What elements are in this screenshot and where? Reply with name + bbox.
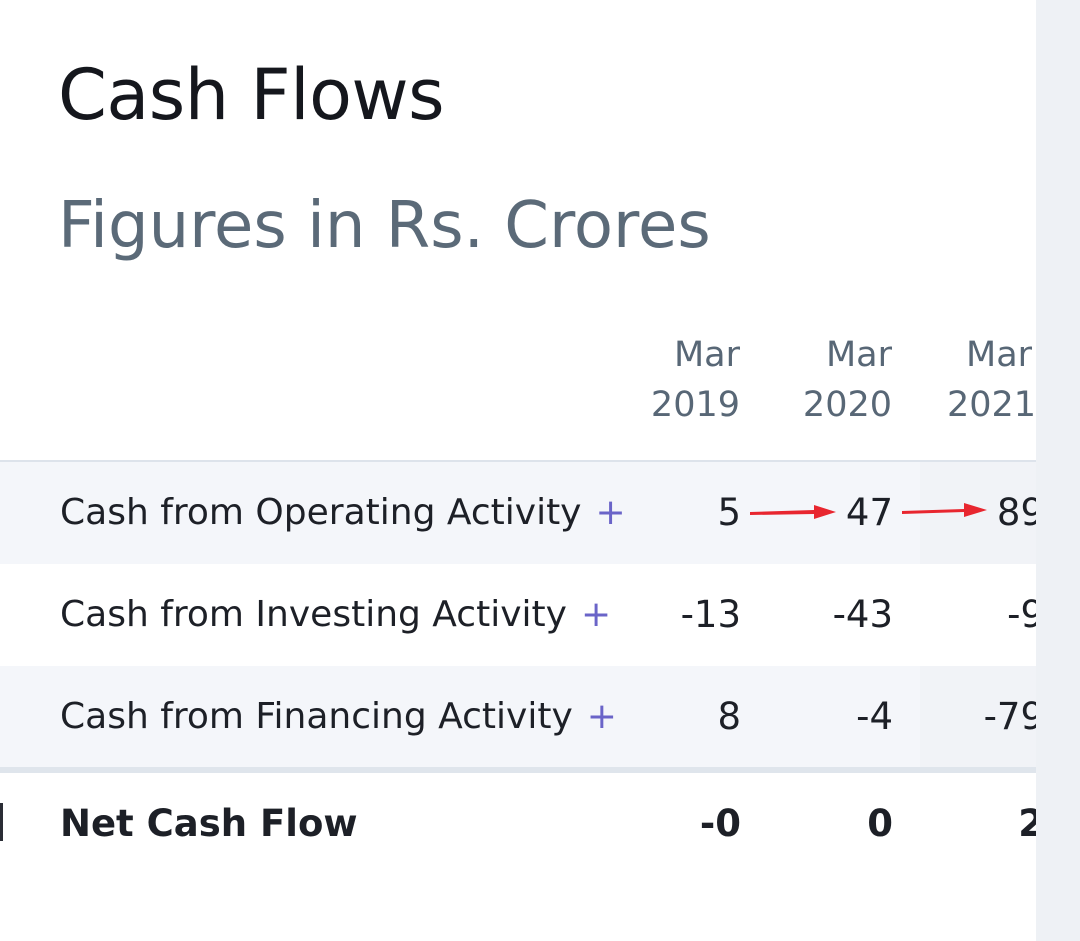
table-cell: -13 bbox=[680, 593, 741, 636]
table-cell: -43 bbox=[832, 593, 893, 636]
row-edge-marker bbox=[0, 803, 3, 841]
row-label-text: Cash from Investing Activity bbox=[60, 594, 567, 635]
row-label[interactable]: Cash from Investing Activity + bbox=[60, 564, 611, 666]
row-label[interactable]: Cash from Financing Activity + bbox=[60, 666, 617, 768]
cell-shade bbox=[920, 666, 1036, 768]
cell-shade bbox=[920, 462, 1036, 564]
column-header-mar-2020[interactable]: Mar 2020 bbox=[752, 330, 892, 450]
table-row-investing[interactable]: Cash from Investing Activity + -13 -43 -9 bbox=[0, 564, 1036, 666]
row-label[interactable]: Cash from Operating Activity + bbox=[60, 462, 626, 564]
table-cell: 89 bbox=[996, 491, 1036, 534]
column-header-month: Mar bbox=[825, 335, 892, 375]
cash-flow-table: Mar 2019 Mar 2020 Mar 2021 Cash from Ope… bbox=[0, 330, 1036, 890]
expand-icon[interactable]: + bbox=[595, 492, 626, 533]
table-cell: -9 bbox=[1007, 593, 1036, 636]
column-header-month: Mar bbox=[966, 335, 1033, 375]
column-header-year: 2020 bbox=[802, 385, 892, 425]
table-cell: 0 bbox=[867, 802, 893, 845]
row-label-text: Cash from Financing Activity bbox=[60, 696, 573, 737]
table-cell: -4 bbox=[856, 695, 893, 738]
column-header-mar-2019[interactable]: Mar 2019 bbox=[600, 330, 740, 450]
table-cell: 5 bbox=[717, 491, 741, 534]
header-divider bbox=[0, 460, 1036, 462]
table-row-financing[interactable]: Cash from Financing Activity + 8 -4 -79 bbox=[0, 666, 1036, 768]
table-cell: 2 bbox=[1018, 802, 1036, 845]
table-cell: 47 bbox=[845, 491, 893, 534]
red-arrow-icon bbox=[902, 503, 987, 517]
page-subtitle: Figures in Rs. Crores bbox=[58, 189, 711, 263]
expand-icon[interactable]: + bbox=[586, 696, 617, 737]
page-title: Cash Flows bbox=[58, 54, 445, 136]
table-row-net-cash-flow: Net Cash Flow -0 0 2 bbox=[0, 773, 1036, 875]
expand-icon[interactable]: + bbox=[580, 594, 612, 635]
total-divider bbox=[0, 767, 1036, 773]
column-header-month: Mar bbox=[673, 335, 740, 375]
column-header-year: 2021 bbox=[947, 385, 1036, 425]
table-cell: -0 bbox=[699, 802, 741, 845]
scroll-gutter bbox=[1036, 0, 1080, 941]
table-cell: -79 bbox=[983, 695, 1036, 738]
table-row-operating[interactable]: Cash from Operating Activity + 5 47 89 bbox=[0, 462, 1036, 564]
column-header-year: 2019 bbox=[650, 385, 740, 425]
red-arrow-icon bbox=[750, 505, 836, 519]
table-cell: 8 bbox=[717, 695, 741, 738]
row-label: Net Cash Flow bbox=[60, 802, 358, 845]
column-header-mar-2021[interactable]: Mar 2021 bbox=[900, 330, 1036, 450]
row-label-text: Cash from Operating Activity bbox=[60, 492, 582, 533]
